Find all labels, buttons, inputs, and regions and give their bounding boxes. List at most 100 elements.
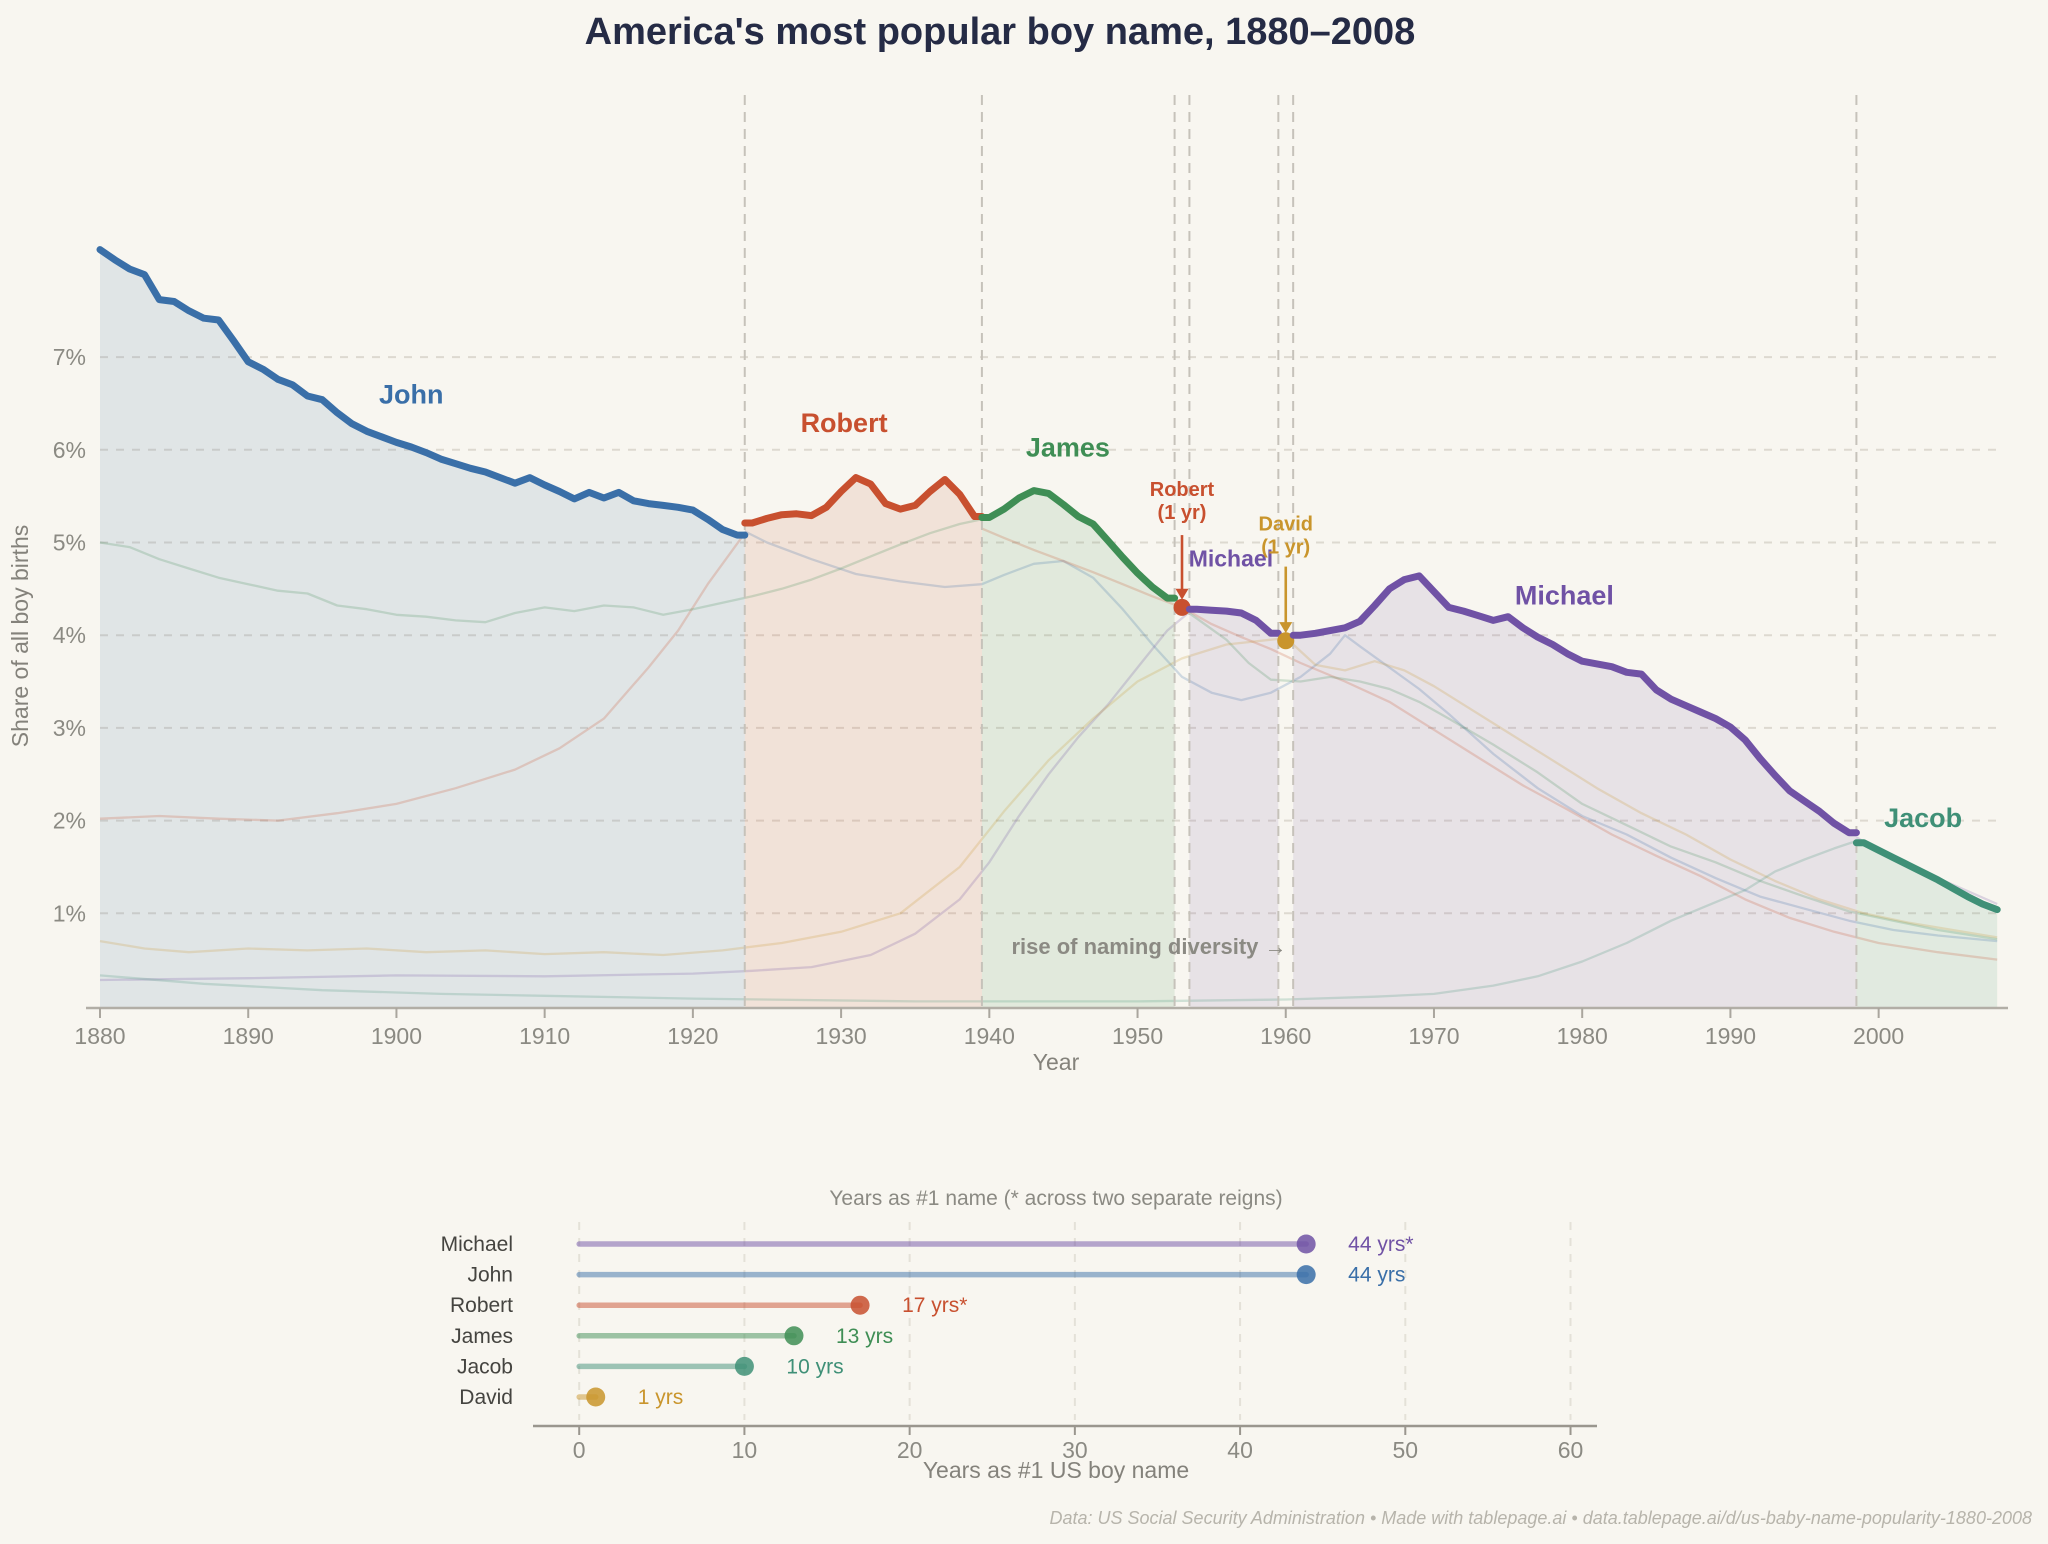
lollipop-dot-michael xyxy=(1296,1234,1316,1254)
callout-arrowhead-david xyxy=(1279,622,1293,634)
bg-line-robert-2 xyxy=(981,527,1998,961)
main-chart-gridlines: 7% 6% 5% 4% 3% 2% 1% xyxy=(53,344,1997,926)
reign-area-robert-1924 xyxy=(744,477,982,1008)
reign-area-michael-1954 xyxy=(1189,609,1279,1007)
reign-label-james-2: James xyxy=(1026,432,1110,462)
x-tick-label-1880: 1880 xyxy=(74,1023,125,1049)
x-tick-label-1920: 1920 xyxy=(667,1023,718,1049)
y-tick-label-7%: 7% xyxy=(53,344,86,370)
lollipop-value-james: 13 yrs xyxy=(836,1325,893,1348)
lollipop-value-michael: 44 yrs* xyxy=(1348,1233,1413,1256)
main-chart-annotations: John Robert James Michael Michael Jacob Robert… xyxy=(379,379,1962,833)
reign-line-robert-1924 xyxy=(741,474,986,527)
bg-line-john-0 xyxy=(744,530,1998,943)
x-tick-label-1910: 1910 xyxy=(519,1023,570,1049)
bg-line-david-7 xyxy=(99,637,1279,957)
y-tick-label-4%: 4% xyxy=(53,622,86,648)
x-tick-label-2000: 2000 xyxy=(1853,1023,1904,1049)
lollipop-value-jacob: 10 yrs xyxy=(786,1355,843,1378)
footer-credit: Data: US Social Security Administration … xyxy=(1050,1508,2033,1528)
x-axis-title: Year xyxy=(1033,1049,1080,1075)
lollipop-dot-john xyxy=(1296,1265,1316,1285)
lollipop-name-michael: Michael xyxy=(441,1233,513,1256)
lollipop-gridlines xyxy=(578,1222,1572,1420)
reign-areas xyxy=(100,249,1998,1008)
y-axis-title: Share of all boy births xyxy=(7,525,33,747)
lollipop-tick-label-40: 40 xyxy=(1227,1437,1253,1463)
x-tick-label-1970: 1970 xyxy=(1408,1023,1459,1049)
lollipop-tick-label-20: 20 xyxy=(897,1437,923,1463)
lollipop-tick-label-30: 30 xyxy=(1062,1437,1088,1463)
x-tick-label-1960: 1960 xyxy=(1260,1023,1311,1049)
lollipop-dot-jacob xyxy=(734,1356,754,1376)
x-tick-label-1980: 1980 xyxy=(1557,1023,1608,1049)
y-tick-label-1%: 1% xyxy=(53,900,86,926)
reign-dot-robert-1953 xyxy=(1173,598,1191,616)
lollipop-tick-label-60: 60 xyxy=(1558,1437,1584,1463)
reign-area-michael-1961 xyxy=(1293,575,1857,1007)
bg-line-robert-1 xyxy=(99,532,746,822)
callout-text-robert-line0: Robert xyxy=(1150,479,1215,501)
y-tick-label-2%: 2% xyxy=(53,808,86,834)
lollipop-name-robert: Robert xyxy=(450,1294,513,1317)
lollipop-chart: Years as #1 name (* across two separate … xyxy=(441,1187,1597,1483)
x-tick-label-1950: 1950 xyxy=(1112,1023,1163,1049)
lollipop-name-john: John xyxy=(467,1264,513,1287)
lollipop-row-jacob: Jacob 10 yrs xyxy=(457,1355,844,1378)
x-tick-label-1940: 1940 xyxy=(964,1023,1015,1049)
lollipop-value-david: 1 yrs xyxy=(638,1386,684,1409)
reign-area-james-1940 xyxy=(981,490,1175,1008)
lollipop-dot-robert xyxy=(850,1295,870,1315)
reign-label-robert-1: Robert xyxy=(801,408,888,438)
lollipop-tick-label-10: 10 xyxy=(732,1437,758,1463)
callout-arrowhead-robert xyxy=(1175,588,1189,600)
reign-label-michael-4: Michael xyxy=(1515,581,1614,611)
background-name-lines xyxy=(99,518,1998,1003)
naming-diversity-note: rise of naming diversity → xyxy=(1011,934,1286,959)
bg-line-james-4 xyxy=(1173,601,1998,941)
lollipop-tick-label-0: 0 xyxy=(573,1437,586,1463)
main-chart-axes: 1880 1890 1900 1910 1920 1930 1940 1950 1960 1970… xyxy=(74,1006,2008,1049)
lollipop-row-michael: Michael 44 yrs* xyxy=(441,1233,1414,1256)
lollipop-axis: 0 10 20 30 40 50 60 xyxy=(533,1424,1597,1463)
lollipop-value-john: 44 yrs xyxy=(1348,1264,1405,1287)
lollipop-x-axis-title: Years as #1 US boy name xyxy=(923,1457,1189,1483)
lollipop-rows: Michael 44 yrs* John 44 yrs Robert 17 yrs* Jam… xyxy=(441,1233,1414,1409)
y-tick-label-3%: 3% xyxy=(53,715,86,741)
lollipop-tick-label-50: 50 xyxy=(1393,1437,1419,1463)
reign-area-john-1880 xyxy=(100,249,745,1008)
reign-label-jacob-5: Jacob xyxy=(1884,803,1962,833)
y-tick-label-6%: 6% xyxy=(53,437,86,463)
lollipop-value-robert: 17 yrs* xyxy=(902,1294,967,1317)
reign-line-michael-1954 xyxy=(1185,605,1282,637)
lollipop-name-david: David xyxy=(459,1386,513,1409)
x-tick-label-1990: 1990 xyxy=(1705,1023,1756,1049)
bg-line-jacob-9 xyxy=(99,839,1857,1003)
callout-text-robert-line1: (1 yr) xyxy=(1158,502,1207,524)
lollipop-row-john: John 44 yrs xyxy=(467,1264,1405,1287)
lollipop-name-jacob: Jacob xyxy=(457,1355,513,1378)
lollipop-row-david: David 1 yrs xyxy=(459,1386,683,1409)
y-tick-label-5%: 5% xyxy=(53,530,86,556)
lollipop-row-robert: Robert 17 yrs* xyxy=(450,1294,967,1317)
lollipop-chart-title: Years as #1 name (* across two separate … xyxy=(829,1187,1282,1210)
bg-line-james-3 xyxy=(99,518,983,624)
reign-area-jacob-1999 xyxy=(1856,842,1998,1007)
reign-lines xyxy=(96,246,2001,914)
reign-line-john-1880 xyxy=(96,246,749,539)
x-tick-label-1890: 1890 xyxy=(223,1023,274,1049)
lollipop-name-james: James xyxy=(451,1325,513,1348)
x-tick-label-1900: 1900 xyxy=(371,1023,422,1049)
reign-label-michael-3: Michael xyxy=(1189,546,1273,572)
callout-text-david-line1: (1 yr) xyxy=(1261,536,1310,558)
lollipop-dot-james xyxy=(784,1326,804,1346)
x-tick-label-1930: 1930 xyxy=(816,1023,867,1049)
reign-label-john-0: John xyxy=(379,379,444,409)
bg-line-michael-5 xyxy=(99,611,1191,982)
bg-line-david-8 xyxy=(1292,643,1998,939)
reign-line-michael-1961 xyxy=(1289,572,1860,837)
lollipop-dot-david xyxy=(586,1387,606,1407)
reign-line-jacob-1999 xyxy=(1852,839,2001,914)
lollipop-row-james: James 13 yrs xyxy=(451,1325,893,1348)
